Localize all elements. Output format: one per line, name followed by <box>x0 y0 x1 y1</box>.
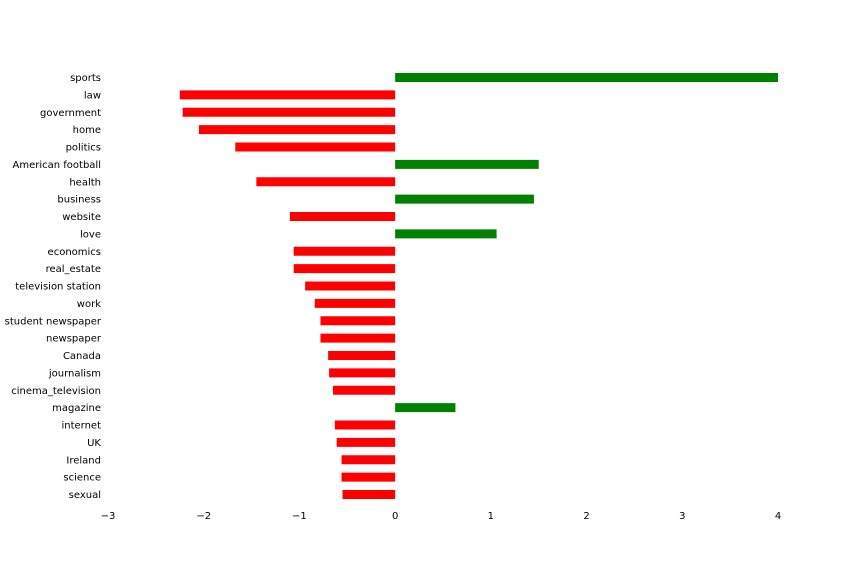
bar-love <box>395 229 497 239</box>
bar-uk <box>336 437 396 447</box>
bar-newspaper <box>320 333 396 343</box>
bars-group <box>179 73 778 499</box>
bar-sexual <box>342 490 396 499</box>
category-label: Canada <box>63 351 101 362</box>
bar-home <box>198 125 396 135</box>
x-tick-labels-group: −3 −2 −1 0 1 2 3 4 <box>101 511 782 522</box>
category-label: law <box>84 90 101 101</box>
x-tick-label: 1 <box>488 511 494 522</box>
bar-magazine <box>395 403 456 413</box>
x-tick-label: −2 <box>196 511 211 522</box>
bar-sports <box>395 73 778 82</box>
bar-politics <box>235 142 396 152</box>
bar-science <box>341 472 396 482</box>
category-label: sexual <box>69 490 101 501</box>
bar-internet <box>334 420 396 430</box>
category-label: website <box>62 212 101 223</box>
x-tick-label: −1 <box>292 511 307 522</box>
category-label: love <box>80 229 101 240</box>
category-label: business <box>57 195 101 206</box>
bar-government <box>182 107 396 117</box>
x-tick-label: 3 <box>679 511 685 522</box>
category-label: magazine <box>52 403 101 414</box>
bar-work <box>314 298 396 308</box>
category-label: American football <box>13 160 101 171</box>
category-label: economics <box>48 247 101 258</box>
bar-real-estate <box>293 264 396 274</box>
bar-law <box>179 90 396 100</box>
category-label: sports <box>70 73 101 84</box>
category-label: health <box>69 177 101 188</box>
category-label: Ireland <box>66 455 101 466</box>
category-label: internet <box>61 421 101 432</box>
category-labels-group: sports law government home politics American … <box>5 73 102 501</box>
category-label: real_estate <box>46 264 101 275</box>
x-tick-label: 2 <box>583 511 589 522</box>
bar-american-football <box>395 159 539 169</box>
x-tick-label: 0 <box>392 511 398 522</box>
bar-journalism <box>329 368 396 378</box>
category-label: work <box>77 299 101 310</box>
bar-business <box>395 194 534 204</box>
bar-television-station <box>305 281 396 291</box>
category-label: newspaper <box>46 334 102 345</box>
category-label: cinema_television <box>11 386 101 397</box>
bar-ireland <box>341 455 396 465</box>
x-tick-label: 4 <box>775 511 781 522</box>
bar-health <box>256 177 396 187</box>
category-label: television station <box>15 282 101 293</box>
category-label: politics <box>66 143 101 154</box>
category-label: government <box>40 108 101 119</box>
category-label: home <box>73 125 101 136</box>
bar-student-newspaper <box>320 316 396 326</box>
bar-cinema-television <box>332 385 396 395</box>
bar-website <box>289 212 396 221</box>
category-label: student newspaper <box>5 316 102 327</box>
x-tick-label: −3 <box>101 511 116 522</box>
bar-canada <box>328 351 396 360</box>
category-label: UK <box>87 438 101 449</box>
bar-economics <box>293 246 396 256</box>
category-label: science <box>63 473 101 484</box>
category-label: journalism <box>48 368 101 379</box>
